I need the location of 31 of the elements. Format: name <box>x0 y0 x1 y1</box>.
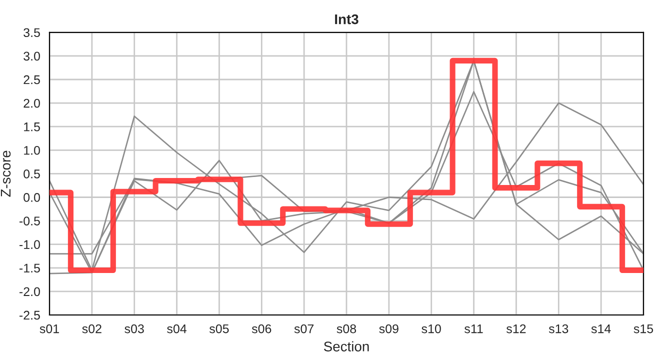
x-tick-label: s13 <box>548 324 568 334</box>
x-tick-label: s14 <box>591 324 611 334</box>
y-tick-label: 1.0 <box>24 146 40 155</box>
y-tick-label: -0.5 <box>19 216 40 226</box>
y-tick-label: 3.0 <box>24 52 40 61</box>
x-tick-label: s06 <box>252 324 272 334</box>
x-tick-label: s08 <box>336 324 356 334</box>
x-tick-label: s03 <box>124 324 144 334</box>
y-tick-label: 2.0 <box>24 98 40 108</box>
y-tick-label: -1.5 <box>19 264 40 273</box>
x-tick-label: s09 <box>379 324 398 334</box>
y-tick-label: 2.5 <box>24 75 40 84</box>
x-tick-label: s12 <box>506 324 526 334</box>
x-tick-label: s10 <box>422 324 441 334</box>
x-tick-label: s15 <box>634 324 654 334</box>
x-tick-label: s05 <box>209 324 229 334</box>
y-tick-label: 3.5 <box>24 28 40 38</box>
y-axis-title: Z-score <box>0 150 11 197</box>
y-tick-label: 0.0 <box>24 193 40 202</box>
x-tick-label: s01 <box>40 324 59 334</box>
y-tick-label: -2.0 <box>19 287 40 296</box>
x-tick-label: s04 <box>167 324 186 334</box>
x-tick-label: s11 <box>464 324 483 334</box>
y-tick-label: -2.5 <box>19 310 40 320</box>
x-axis-title: Section <box>324 341 369 352</box>
x-tick-label: s07 <box>294 324 314 334</box>
chart-title: Int3 <box>335 14 358 24</box>
y-tick-label: -1.0 <box>19 240 40 249</box>
y-tick-label: 0.5 <box>24 170 40 178</box>
y-tick-label: 1.5 <box>24 122 40 132</box>
x-tick-label: s02 <box>82 324 102 334</box>
